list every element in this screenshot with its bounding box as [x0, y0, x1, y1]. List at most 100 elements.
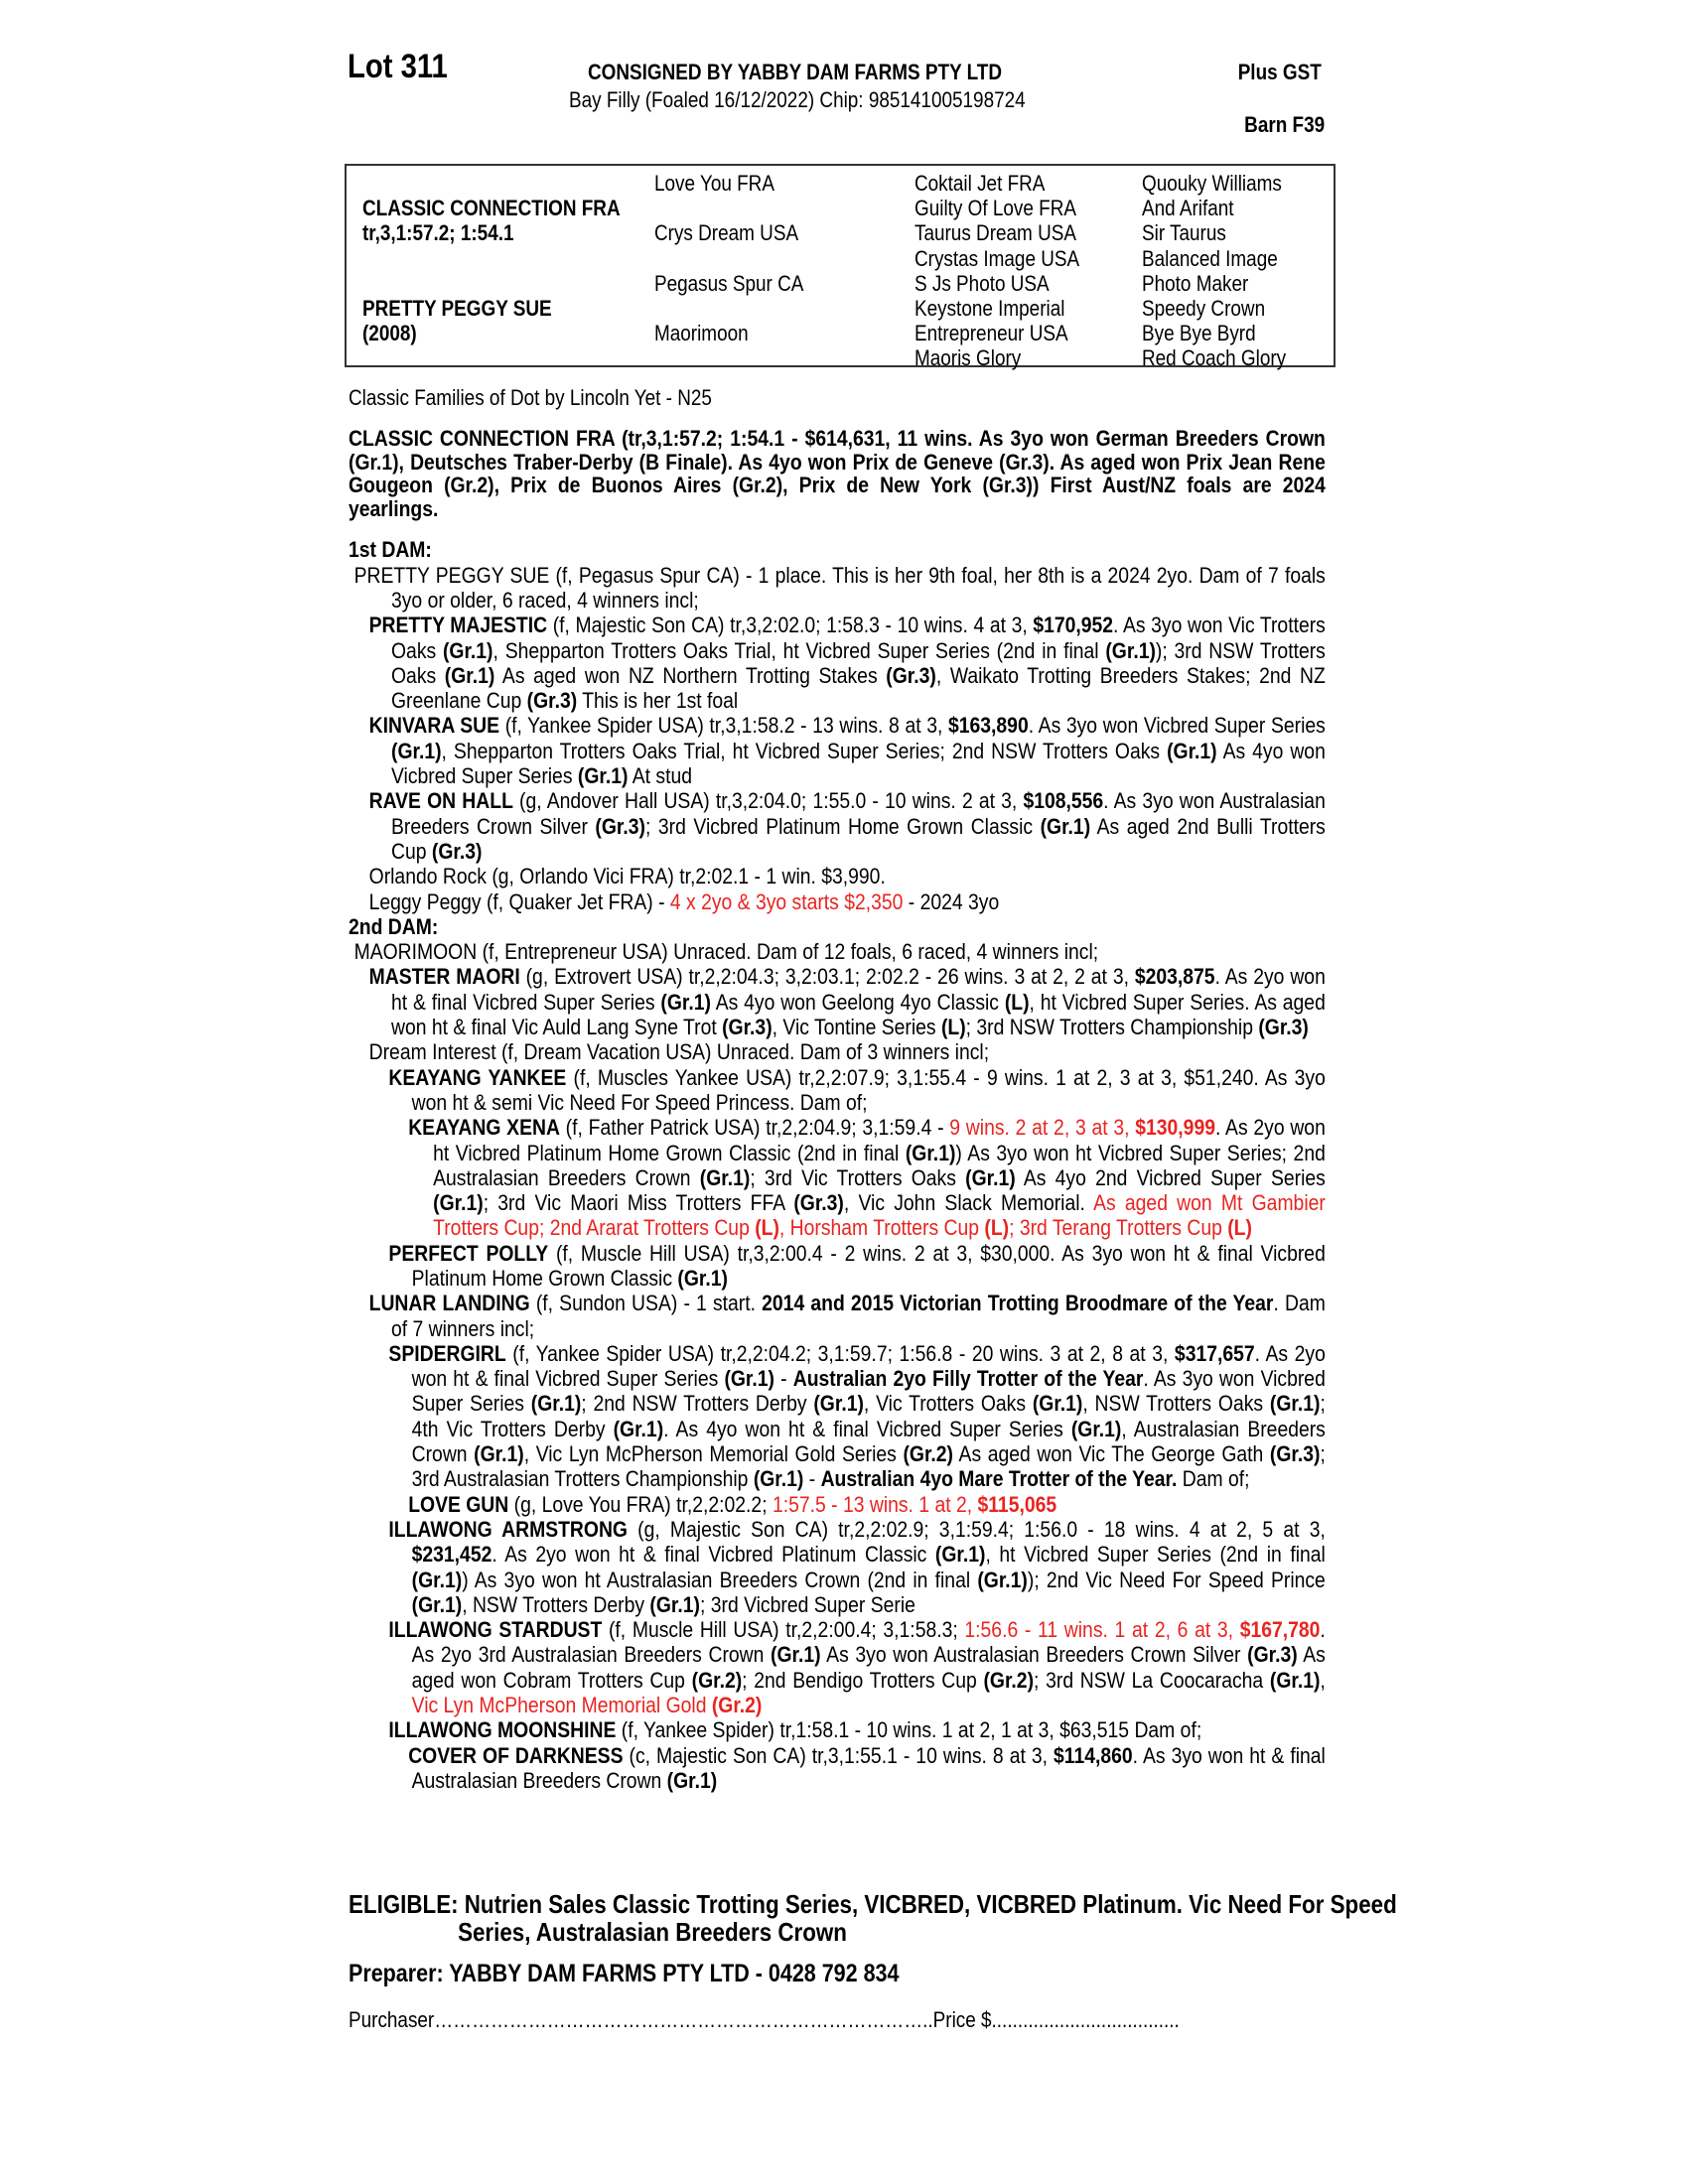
text: This is her 1st foal [577, 688, 739, 714]
bold-text: (Gr.1) [433, 1190, 484, 1216]
pedigree-gen4: Red Coach Glory [1142, 345, 1287, 371]
text: . Dam of 7 winners incl; [391, 1291, 1326, 1341]
text: ); 2nd Vic Need For Speed Prince [1027, 1567, 1326, 1592]
text: , ht Vicbred Super Series (2nd in final [985, 1542, 1326, 1568]
bold-text: (Gr.1) [677, 1265, 728, 1291]
bold-text: (Gr.1) [577, 763, 629, 789]
bold-text: (Gr.1) [411, 1591, 463, 1617]
highlighted-text: (Gr.2) [711, 1693, 763, 1718]
horse-description: Bay Filly (Foaled 16/12/2022) Chip: 9851… [569, 87, 1026, 112]
bold-text: (Gr.1) [1040, 813, 1091, 839]
text: ; 3rd Vic Trotters Oaks [750, 1164, 966, 1190]
bold-text: $163,890 [948, 713, 1029, 739]
highlighted-text: 1:56.6 - 11 wins. 1 at 2, 6 at 3, [964, 1617, 1240, 1643]
bold-text: Australian 4yo Mare Trotter of the Year. [820, 1466, 1178, 1492]
text: As aged 2nd Bulli Trotters Cup [391, 813, 1326, 864]
highlighted-text: $130,999 [1135, 1115, 1215, 1141]
text: - [774, 1366, 793, 1392]
highlighted-text: (L) [1227, 1215, 1252, 1241]
bold-text: (Gr.3) [1258, 1015, 1309, 1040]
text: , Vic Trotters Oaks [863, 1391, 1033, 1417]
bold-text: PRETTY MAJESTIC [368, 613, 548, 638]
highlighted-text: $115,065 [977, 1491, 1057, 1517]
purchaser-line: Purchaser……………………………………………………………………..Pri… [349, 2007, 1180, 2032]
bold-text: $170,952 [1033, 613, 1114, 638]
progeny-entry: LUNAR LANDING (f, Sundon USA) - 1 start.… [349, 1291, 1326, 1341]
bold-text: (Gr.3) [1247, 1642, 1298, 1668]
text: (f, Yankee Spider USA) tr,3,1:58.2 - 13 … [499, 713, 949, 739]
text: . As 3yo won Vic Trotters Oaks [391, 613, 1326, 663]
bold-text: $317,657 [1174, 1340, 1255, 1366]
text: (f, Muscle Hill USA) tr,3,2:00.4 - 2 win… [411, 1240, 1326, 1291]
dam-sections: 1st DAM: PRETTY PEGGY SUE (f, Pegasus Spu… [349, 537, 1326, 1793]
text: (g, Andover Hall USA) tr,3,2:04.0; 1:55.… [512, 788, 1024, 814]
text: (f, Muscles Yankee USA) tr,2,2:07.9; 3,1… [411, 1064, 1326, 1115]
bold-text: (Gr.3) [431, 838, 483, 864]
text: ; 2nd NSW Trotters Derby [581, 1391, 814, 1417]
bold-text: (Gr.1) [753, 1466, 804, 1492]
bold-text: (Gr.2) [903, 1441, 954, 1467]
pedigree-gen3: S Js Photo USA [914, 270, 1050, 296]
text: . As 3yo won Vicbred Super Series [411, 1366, 1326, 1417]
highlighted-text: (L) [755, 1215, 779, 1241]
bold-text: (Gr.1) [724, 1366, 774, 1392]
text: ); 3rd NSW Trotters Oaks [391, 637, 1326, 688]
progeny-entry: PERFECT POLLY (f, Muscle Hill USA) tr,3,… [349, 1240, 1326, 1292]
bold-text: $231,452 [411, 1542, 492, 1568]
progeny-entry: Dream Interest (f, Dream Vacation USA) U… [349, 1039, 1326, 1064]
barn-number: Barn F39 [1244, 112, 1325, 137]
pedigree-sire: CLASSIC CONNECTION FRA [362, 196, 621, 221]
family-line: Classic Families of Dot by Lincoln Yet -… [349, 385, 712, 410]
pedigree-gen4: Quouky Williams [1142, 171, 1282, 196]
consignor: CONSIGNED BY YABBY DAM FARMS PTY LTD [588, 60, 1003, 84]
bold-text: (Gr.1) [1167, 738, 1217, 763]
text: (f, Father Patrick USA) tr,2,2:04.9; 3,1… [559, 1115, 950, 1141]
bold-text: (Gr.3) [886, 662, 936, 688]
text: , Waikato Trotting Breeders Stakes; 2nd … [391, 662, 1326, 714]
bold-text: LUNAR LANDING [368, 1291, 530, 1316]
highlighted-text: As aged won Mt Gambier Trotters Cup; 2nd… [433, 1190, 1326, 1241]
text: . As 2yo 3rd Australasian Breeders Crown [411, 1617, 1326, 1668]
bold-text: (Gr.1) [1070, 1416, 1122, 1441]
highlighted-text: $167,780 [1239, 1617, 1321, 1643]
text: . As 3yo won Australasian Breeders Crown… [391, 788, 1326, 839]
text: ; 3rd Australasian Trotters Championship [411, 1441, 1326, 1492]
lot-number: Lot 311 [348, 48, 448, 85]
text: , Shepparton Trotters Oaks Trial, ht Vic… [492, 637, 1106, 663]
bold-text: (Gr.1) [813, 1391, 864, 1417]
text: . As 3yo won Vicbred Super Series [1028, 713, 1326, 739]
progeny-entry: LOVE GUN (g, Love You FRA) tr,2,2:02.2; … [349, 1492, 1326, 1517]
text: Orlando Rock (g, Orlando Vici FRA) tr,2:… [368, 864, 886, 889]
bold-text: (Gr.3) [595, 813, 645, 839]
progeny-entry: ILLAWONG ARMSTRONG (g, Majestic Son CA) … [349, 1517, 1326, 1617]
bold-text: (Gr.2) [691, 1667, 743, 1693]
text: Leggy Peggy (f, Quaker Jet FRA) - [368, 888, 670, 914]
text: At stud [628, 763, 692, 789]
bold-text: $203,875 [1134, 964, 1215, 990]
text: ; 3rd Vicbred Platinum Home Grown Classi… [644, 813, 1041, 839]
bold-text: (Gr.1) [444, 662, 495, 688]
pedigree-gen3: Coktail Jet FRA [914, 171, 1046, 196]
bold-text: (Gr.1) [1032, 1391, 1083, 1417]
bold-text: (Gr.1) [442, 637, 493, 663]
text: . As 2yo won ht Vicbred Platinum Home Gr… [433, 1115, 1326, 1165]
text: (f, Yankee Spider USA) tr,2,2:04.2; 3,1:… [505, 1340, 1175, 1366]
bold-text: (Gr.1) [1105, 637, 1156, 663]
bold-text: (L) [1004, 989, 1030, 1015]
bold-text: (Gr.1) [666, 1767, 718, 1793]
pedigree-gen4: And Arifant [1142, 196, 1234, 221]
text: ; 3rd Vic Maori Miss Trotters FFA [483, 1190, 794, 1216]
bold-text: (Gr.1) [474, 1441, 524, 1467]
text: ; 3rd NSW La Coocaracha [1034, 1667, 1270, 1693]
pedigree-grandparent: Maorimoon [654, 321, 749, 346]
bold-text: COVER OF DARKNESS [408, 1742, 624, 1768]
preparer: Preparer: YABBY DAM FARMS PTY LTD - 0428… [349, 1960, 900, 1987]
bold-text: 2014 and 2015 Victorian Trotting Broodma… [762, 1291, 1274, 1316]
text: , Shepparton Trotters Oaks Trial, ht Vic… [441, 738, 1168, 763]
progeny-entry: MASTER MAORI (g, Extrovert USA) tr,2,2:0… [349, 964, 1326, 1039]
text: ) As 3yo won ht Australasian Breeders Cr… [462, 1567, 978, 1592]
highlighted-text: Vic Lyn McPherson Memorial Gold [411, 1693, 712, 1718]
bold-text: (Gr.1) [613, 1416, 664, 1441]
stallion-note: CLASSIC CONNECTION FRA (tr,3,1:57.2; 1:5… [349, 426, 1326, 521]
progeny-entry: SPIDERGIRL (f, Yankee Spider USA) tr,2,2… [349, 1340, 1326, 1492]
